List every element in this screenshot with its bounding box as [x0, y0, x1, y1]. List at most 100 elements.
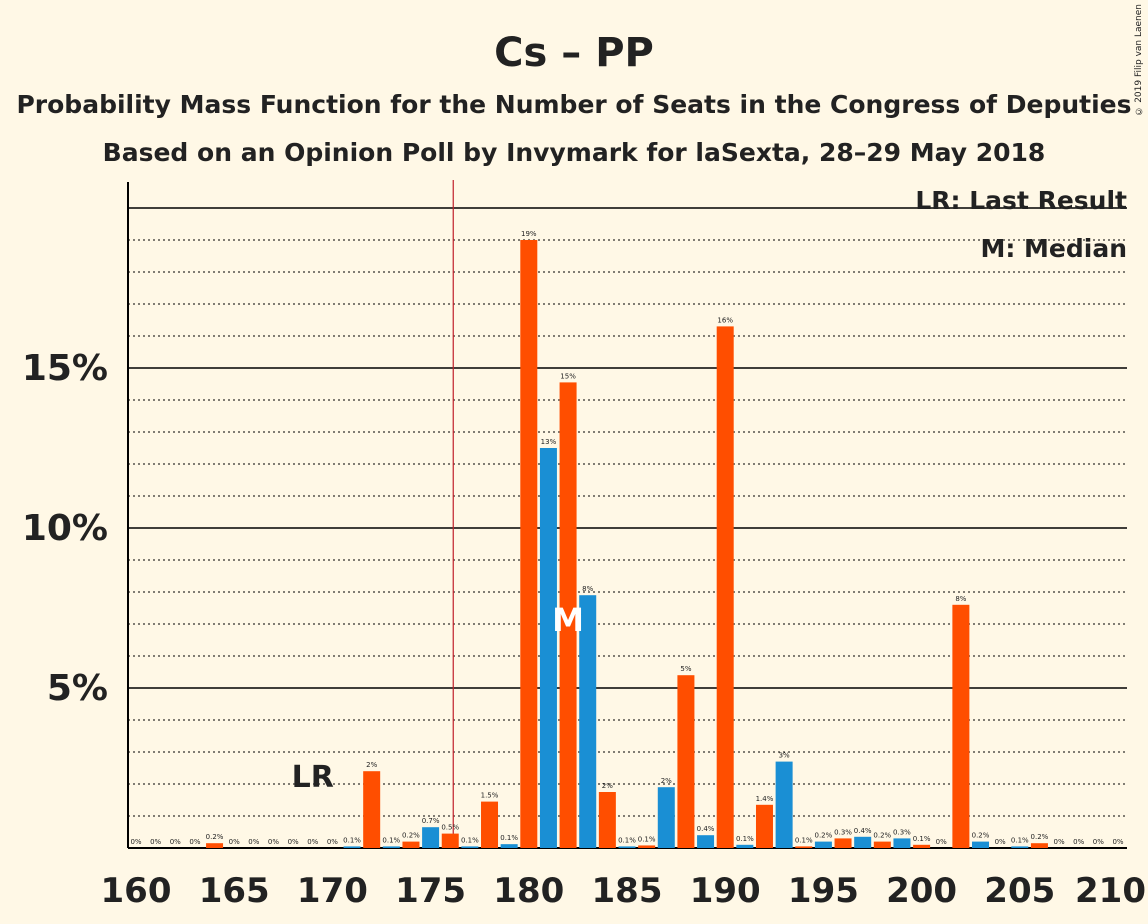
- bar-seat-183: [579, 595, 597, 848]
- data-label-seat-182: 15%: [560, 372, 576, 380]
- data-label-seat-179: 0.1%: [500, 834, 518, 842]
- y-tick-label: 15%: [22, 348, 108, 389]
- bar-seat-198: [873, 841, 891, 848]
- data-label-seat-188: 5%: [680, 665, 691, 673]
- chart-subtitle-poll: Based on an Opinion Poll by Invymark for…: [103, 138, 1046, 167]
- data-label-seat-175: 0.7%: [422, 817, 440, 825]
- x-tick-label: 175: [395, 871, 466, 911]
- last-result-label: LR: [292, 760, 334, 795]
- y-tick-label: 5%: [47, 668, 108, 709]
- x-tick-label: 170: [297, 871, 368, 911]
- copyright-notice: © 2019 Filip van Laenen: [1134, 4, 1144, 116]
- bar-seat-184: [598, 792, 616, 848]
- data-label-seat-186: 0.1%: [638, 835, 656, 843]
- bar-seat-187: [657, 787, 675, 848]
- data-label-seat-189: 0.4%: [697, 825, 715, 833]
- data-label-seat-198: 0.2%: [873, 832, 891, 840]
- data-label-seat-169: 0%: [307, 838, 318, 846]
- data-label-seat-181: 13%: [541, 438, 557, 446]
- data-label-seat-191: 0.1%: [736, 835, 754, 843]
- bar-seat-175: [422, 827, 440, 848]
- data-label-seat-207: 0%: [1054, 838, 1065, 846]
- data-label-seat-163: 0%: [189, 838, 200, 846]
- bar-seat-205: [1011, 846, 1029, 848]
- y-tick-labels: 5% 10% 15%: [22, 348, 108, 709]
- chart-subtitle: Probability Mass Function for the Number…: [16, 90, 1131, 119]
- data-label-seat-176: 0.5%: [441, 824, 459, 832]
- data-label-seat-167: 0%: [268, 838, 279, 846]
- x-tick-label: 205: [984, 871, 1055, 911]
- bar-seat-186: [638, 845, 656, 848]
- x-tick-label: 200: [886, 871, 957, 911]
- bar-seat-192: [755, 804, 773, 848]
- x-tick-label: 165: [199, 871, 270, 911]
- data-label-seat-172: 2%: [366, 761, 377, 769]
- data-label-seat-200: 0.1%: [913, 835, 931, 843]
- data-label-seat-168: 0%: [288, 838, 299, 846]
- data-label-seat-161: 0%: [150, 838, 161, 846]
- data-label-seat-208: 0%: [1073, 838, 1084, 846]
- data-label-seat-173: 0.1%: [382, 836, 400, 844]
- data-label-seat-205: 0.1%: [1011, 836, 1029, 844]
- data-label-seat-180: 19%: [521, 230, 537, 238]
- bar-seat-202: [952, 604, 970, 848]
- data-label-seat-183: 8%: [582, 585, 593, 593]
- data-label-seat-206: 0.2%: [1031, 833, 1049, 841]
- bar-seat-182: [559, 382, 577, 848]
- data-label-seat-209: 0%: [1093, 838, 1104, 846]
- data-label-seat-171: 0.1%: [343, 836, 361, 844]
- bar-seat-199: [893, 838, 911, 848]
- bar-seat-171: [343, 846, 361, 848]
- data-label-seat-164: 0.2%: [206, 833, 224, 841]
- data-label-seat-174: 0.2%: [402, 832, 420, 840]
- bars: [206, 240, 1048, 848]
- data-label-seat-202: 8%: [955, 595, 966, 603]
- bar-seat-200: [913, 844, 931, 848]
- x-tick-label: 160: [101, 871, 172, 911]
- bar-seat-173: [382, 846, 400, 848]
- bar-seat-176: [441, 833, 459, 848]
- data-label-seat-170: 0%: [327, 838, 338, 846]
- x-tick-labels: 160 165 170 175 180 185 190 195 200 205 210: [101, 871, 1146, 911]
- bar-seat-195: [814, 841, 832, 848]
- bar-seat-193: [775, 761, 793, 848]
- data-label-seat-160: 0%: [130, 838, 141, 846]
- bar-seat-172: [363, 771, 381, 848]
- chart-title: Cs – PP: [494, 30, 654, 76]
- data-label-seat-166: 0%: [248, 838, 259, 846]
- data-label-seat-193: 3%: [779, 752, 790, 760]
- x-tick-label: 190: [690, 871, 761, 911]
- bar-seat-177: [461, 846, 479, 848]
- bar-seat-178: [481, 801, 499, 848]
- data-labels: 0% 0% 0% 0%0.2%0% 0% 0% 0% 0% 0% 0.1%2%0.1%0.2%0.…: [130, 230, 1123, 846]
- data-label-seat-165: 0%: [229, 838, 240, 846]
- bar-seat-196: [834, 838, 852, 848]
- data-label-seat-184: 2%: [602, 782, 613, 790]
- bar-seat-185: [618, 846, 636, 848]
- data-label-seat-194: 0.1%: [795, 836, 813, 844]
- data-label-seat-195: 0.2%: [815, 832, 833, 840]
- gridlines: [128, 207, 1127, 849]
- legend-last-result: LR: Last Result: [915, 186, 1127, 215]
- data-label-seat-210: 0%: [1112, 838, 1123, 846]
- bar-seat-189: [697, 835, 715, 848]
- bar-seat-174: [402, 841, 420, 848]
- bar-seat-194: [795, 846, 813, 848]
- bar-seat-181: [539, 448, 557, 848]
- bar-seat-206: [1030, 843, 1048, 848]
- median-marker: M: [552, 601, 584, 639]
- data-label-seat-190: 16%: [717, 316, 733, 324]
- data-label-seat-199: 0.3%: [893, 828, 911, 836]
- data-label-seat-204: 0%: [995, 838, 1006, 846]
- data-label-seat-203: 0.2%: [972, 832, 990, 840]
- data-label-seat-187: 2%: [661, 777, 672, 785]
- x-tick-label: 180: [493, 871, 564, 911]
- data-label-seat-162: 0%: [170, 838, 181, 846]
- data-label-seat-192: 1.4%: [756, 795, 774, 803]
- data-label-seat-201: 0%: [936, 838, 947, 846]
- bar-seat-179: [500, 844, 518, 848]
- legend-median: M: Median: [980, 234, 1127, 263]
- bar-seat-164: [206, 843, 224, 848]
- data-label-seat-177: 0.1%: [461, 836, 479, 844]
